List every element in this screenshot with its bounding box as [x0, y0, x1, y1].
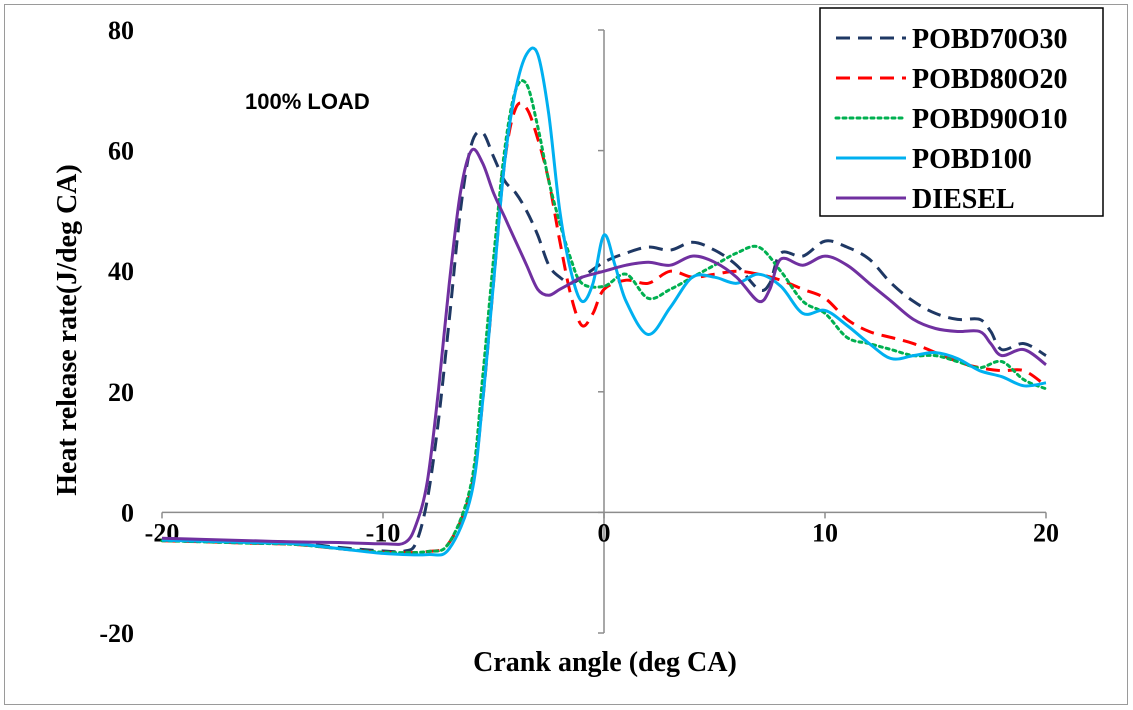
y-tick-label: 0: [121, 498, 134, 527]
series-line-pobd90o10: [160, 79, 1048, 555]
x-tick-label: 10: [812, 518, 838, 547]
legend-label-pobd90o10: POBD90O10: [912, 104, 1068, 135]
series-line-pobd100: [161, 46, 1047, 557]
load-annotation: 100% LOAD: [245, 89, 370, 114]
x-tick-label: 0: [598, 518, 611, 547]
x-tick-label: -20: [145, 518, 180, 547]
y-tick-label: 80: [108, 16, 134, 45]
legend-label-diesel: DIESEL: [912, 184, 1015, 215]
legend: POBD70O30 POBD80O20 POBD90O10 POBD100 DIESEL: [819, 7, 1104, 217]
x-tick-label: 20: [1033, 518, 1059, 547]
y-tick-label: 40: [108, 257, 134, 286]
legend-label-pobd80o20: POBD80O20: [912, 64, 1068, 95]
y-tick-label: 20: [108, 378, 134, 407]
legend-label-pobd100: POBD100: [912, 144, 1032, 175]
series-layer: [160, 46, 1048, 557]
legend-box: [819, 7, 1104, 217]
y-tick-label: -20: [99, 619, 134, 648]
y-axis-title: Heat release rate(J/deg CA): [52, 164, 83, 495]
axes: [161, 29, 1047, 634]
x-axis-title: Crank angle (deg CA): [473, 647, 737, 678]
y-tick-label: 60: [108, 137, 134, 166]
legend-label-pobd70o30: POBD70O30: [912, 24, 1068, 55]
series-line-diesel: [161, 147, 1047, 546]
